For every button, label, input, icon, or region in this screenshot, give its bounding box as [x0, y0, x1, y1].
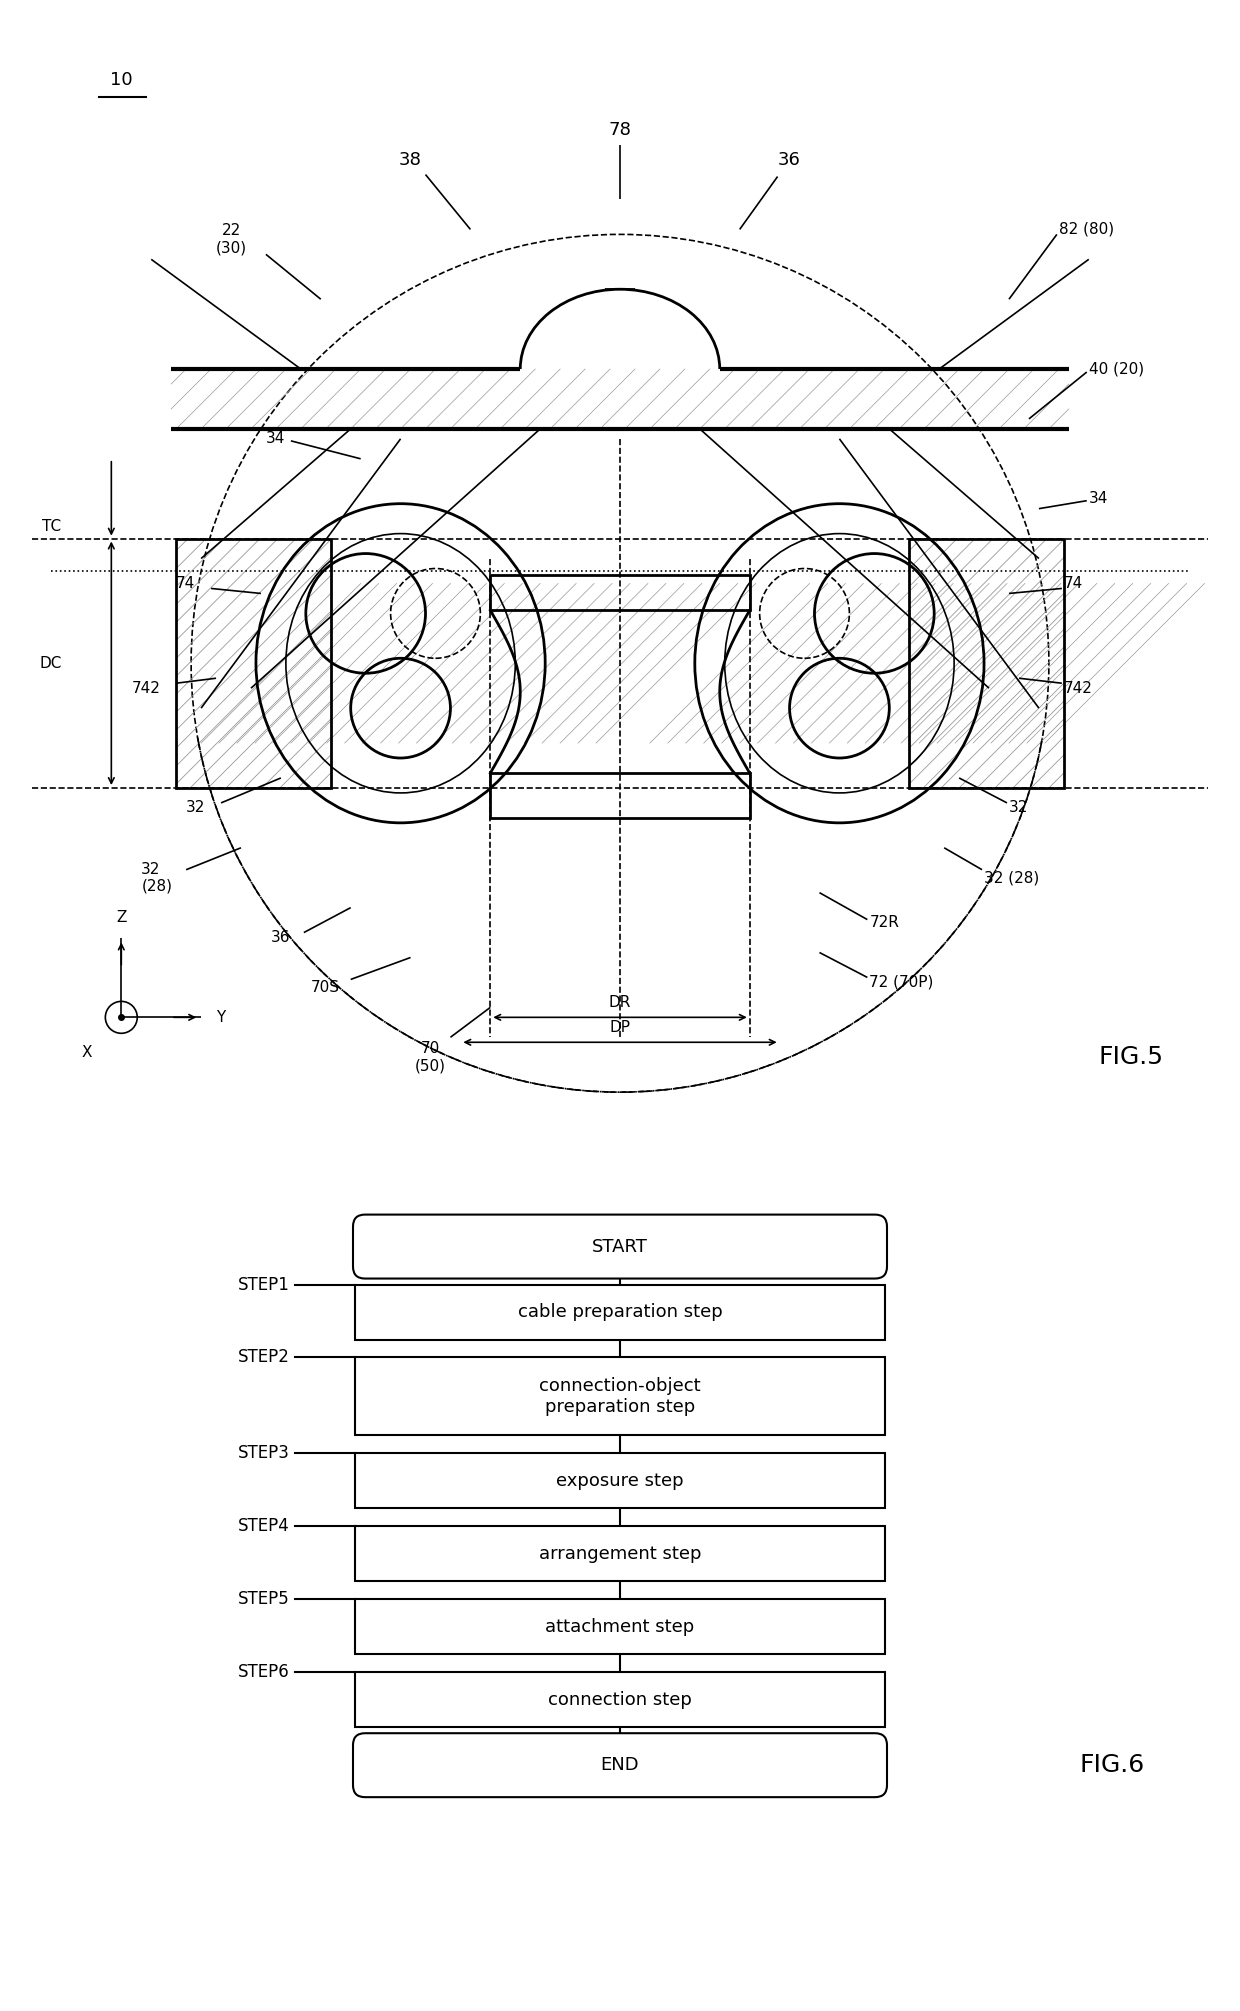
Text: FIG.5: FIG.5 [1099, 1046, 1164, 1070]
Bar [355, 1599, 885, 1655]
FancyBboxPatch shape [353, 1215, 887, 1279]
Text: exposure step: exposure step [557, 1472, 683, 1490]
Text: 34: 34 [1089, 491, 1109, 507]
Text: DP: DP [610, 1020, 630, 1036]
Text: 36: 36 [270, 929, 290, 945]
Bar [355, 1454, 885, 1508]
Text: 70S: 70S [311, 979, 340, 995]
Text: 32 (28): 32 (28) [985, 871, 1039, 885]
Text: connection step: connection step [548, 1691, 692, 1709]
Text: 10: 10 [110, 70, 133, 88]
Text: 72 (70P): 72 (70P) [869, 975, 934, 989]
Bar [490, 772, 750, 818]
Bar [355, 1673, 885, 1727]
Bar [909, 539, 1064, 788]
Bar [355, 1357, 885, 1436]
Text: START: START [591, 1237, 649, 1255]
Text: 38: 38 [399, 151, 422, 169]
Text: STEP4: STEP4 [238, 1518, 290, 1534]
Text: 742: 742 [131, 680, 160, 696]
Text: connection-object
preparation step: connection-object preparation step [539, 1378, 701, 1416]
Text: 82 (80): 82 (80) [1059, 221, 1114, 237]
Bar [490, 575, 750, 611]
Text: FIG.6: FIG.6 [1080, 1754, 1146, 1778]
FancyBboxPatch shape [353, 1733, 887, 1798]
Text: 40 (20): 40 (20) [1089, 362, 1143, 376]
Text: 70
(50): 70 (50) [415, 1042, 446, 1074]
Text: DC: DC [40, 656, 62, 672]
Text: 32: 32 [1009, 800, 1028, 814]
Text: attachment step: attachment step [546, 1617, 694, 1635]
Bar [355, 1526, 885, 1581]
Text: Y: Y [217, 1010, 226, 1026]
Text: X: X [81, 1046, 92, 1060]
Text: END: END [600, 1756, 640, 1774]
Text: arrangement step: arrangement step [538, 1544, 702, 1563]
Text: 72R: 72R [869, 915, 899, 929]
Text: 32
(28): 32 (28) [141, 861, 172, 895]
Text: 36: 36 [779, 151, 801, 169]
Bar [176, 539, 331, 788]
Text: STEP3: STEP3 [238, 1444, 290, 1462]
Text: Z: Z [117, 911, 126, 925]
Text: TC: TC [42, 519, 62, 535]
Text: 74: 74 [1064, 575, 1083, 591]
Text: STEP2: STEP2 [238, 1349, 290, 1367]
Text: 34: 34 [265, 430, 285, 446]
Bar [355, 1285, 885, 1339]
Text: 74: 74 [176, 575, 196, 591]
Text: 32: 32 [186, 800, 206, 814]
Text: cable preparation step: cable preparation step [517, 1303, 723, 1321]
Text: 22
(30): 22 (30) [216, 223, 247, 255]
Text: DR: DR [609, 995, 631, 1010]
Text: 78: 78 [609, 121, 631, 139]
Text: 742: 742 [1064, 680, 1092, 696]
Text: STEP6: STEP6 [238, 1663, 290, 1681]
Text: STEP1: STEP1 [238, 1275, 290, 1293]
Text: STEP5: STEP5 [238, 1591, 290, 1609]
